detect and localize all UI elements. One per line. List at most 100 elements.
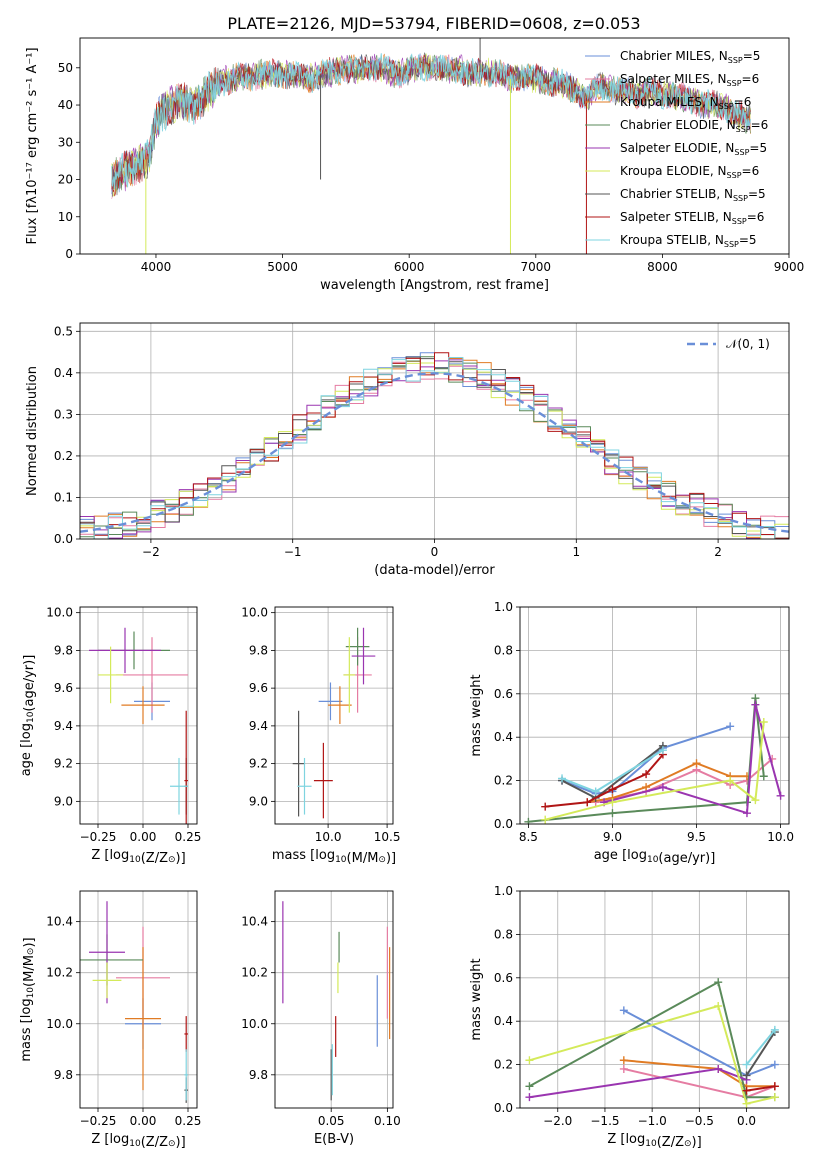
legend-entry: Chabrier STELIB, NSSP=5 [620,187,766,203]
age-vs-mass-ytick-label: 9.8 [249,643,268,657]
residuals-xlabel: (data-model)/error [374,563,495,578]
massweight-vs-age-xtick-label: 8.5 [519,830,538,844]
spectrum-panel: 4000 5000 6000 7000 8000 9000 0 10 20 30 40 50 wavel… [25,37,804,293]
spectrum-ytick-label: 40 [58,98,73,112]
massweight-vs-Z-xtick-label: −1.0 [638,1114,667,1128]
massweight-vs-Z-xlabel: Z [log10(Z/Z⊙)] [607,1132,701,1150]
weight-marker [770,1025,779,1034]
mass-vs-Z-frame [79,890,198,1109]
age-vs-mass-plot-area [292,627,376,819]
legend-entry: 𝒩(0, 1) [726,337,770,351]
massweight-vs-age-ytick-label: 0.8 [494,643,513,657]
residuals-ytick-label: 0.1 [54,490,73,504]
mass-vs-Z-ytick-label: 10.4 [46,915,73,929]
massweight-vs-Z-ytick-label: 0.0 [494,1101,513,1115]
gaussian-reference [80,372,789,533]
age-vs-Z-ytick-label: 9.6 [54,681,73,695]
residuals-ylabel: Normed distribution [25,366,40,496]
spectrum-plot-area [111,38,751,254]
age-vs-mass-xtick-label: 10.0 [315,830,342,844]
age-vs-Z-ytick-label: 9.8 [54,643,73,657]
massweight-vs-Z-frame [519,890,790,1109]
age-vs-mass-ytick-label: 9.6 [249,681,268,695]
spectrum-xlabel: wavelength [Angstrom, rest frame] [320,278,549,293]
mass-vs-Z-xtick-label: 0.00 [130,1114,157,1128]
massweight-vs-Z-ytick-label: 0.2 [494,1058,513,1072]
age-vs-mass-xlabel: mass [log10(M/M⊙)] [272,848,396,866]
residuals-xtick-label: 1 [572,545,580,559]
massweight-vs-Z-panel: −2.0 −1.5 −1.0 −0.5 0.0 0.0 0.2 0.4 0.6 0.8 1.0 Z [… [469,884,790,1150]
weight-marker [541,802,550,811]
spectrum-xtick-label: 8000 [647,260,678,274]
weight-marker [742,1086,751,1095]
age-vs-Z-panel: −0.25 0.00 0.25 9.0 9.2 9.4 9.6 9.8 10.0 Z [log10… [19,606,201,866]
weight-marker [619,1006,628,1015]
legend-entry: Kroupa ELODIE, NSSP=6 [620,164,759,180]
weight-marker [619,1064,628,1073]
spectrum-ytick-label: 30 [58,135,73,149]
massweight-vs-Z-ytick-label: 0.8 [494,927,513,941]
age-vs-Z-xlabel: Z [log10(Z/Z⊙)] [91,848,185,866]
mass-vs-ebv-panel: 0.05 0.10 9.8 10.0 10.2 10.4 E(B-V) [241,890,401,1147]
weight-marker [608,785,617,794]
mass-vs-Z-ytick-label: 10.0 [46,1017,73,1031]
mass-vs-ebv-ytick-label: 10.2 [241,966,268,980]
massweight-vs-age-ytick-label: 1.0 [494,600,513,614]
residuals-xtick-label: −2 [142,545,160,559]
weight-marker [770,1060,779,1069]
massweight-vs-age-plot-area [524,694,785,824]
weight-line [746,1085,775,1092]
mass-vs-Z-panel: −0.25 0.00 0.25 9.8 10.0 10.2 10.4 Z [log10(Z/Z… [19,890,202,1150]
massweight-vs-Z-ytick-label: 0.6 [494,971,513,985]
weight-marker [642,770,651,779]
weight-line [623,1059,775,1088]
weight-line [544,721,765,821]
age-vs-mass-ytick-label: 10.0 [241,606,268,620]
weight-marker [759,772,768,781]
weight-marker [714,1002,723,1011]
weight-marker [742,1060,751,1069]
weight-marker [541,815,550,824]
mass-vs-ebv-ytick-label: 10.4 [241,915,268,929]
mass-vs-Z-xtick-label: 0.25 [175,1114,202,1128]
weight-marker [658,746,667,755]
massweight-vs-age-xtick-label: 9.0 [603,830,622,844]
weight-line [745,1031,776,1077]
spectrum-ytick-label: 10 [58,210,73,224]
age-vs-mass-panel: 10.0 10.5 9.0 9.2 9.4 9.6 9.8 10.0 mass [log10(M… [241,606,400,866]
age-vs-mass-frame [274,606,394,825]
massweight-vs-age-frame [519,606,790,825]
residuals-ytick-label: 0.2 [54,449,73,463]
legend-entry: Salpeter STELIB, NSSP=6 [620,210,764,226]
weight-marker [751,700,760,709]
spectrum-ytick-label: 20 [58,173,73,187]
legend-entry: Kroupa MILES, NSSP=6 [620,95,751,111]
weight-marker [751,796,760,805]
weight-marker [658,783,667,792]
weight-marker [742,1099,751,1108]
weight-marker [591,787,600,796]
spectrum-xtick-label: 4000 [141,260,172,274]
weight-line [603,704,782,815]
weight-marker [726,722,735,731]
mass-vs-ebv-frame [274,890,394,1109]
legend-entry: Salpeter MILES, NSSP=6 [620,72,759,88]
weight-marker [742,809,751,818]
age-vs-mass-ytick-label: 9.0 [249,794,268,808]
weight-marker [714,978,723,987]
age-vs-Z-frame [79,606,198,825]
mass-vs-Z-ylabel: mass [log10(M/M⊙)] [19,937,37,1061]
massweight-vs-age-ytick-label: 0.2 [494,774,513,788]
spectrum-ytick-label: 50 [58,61,73,75]
massweight-vs-Z-xtick-label: 0.0 [737,1114,756,1128]
spectrum-xtick-label: 7000 [521,260,552,274]
spectrum-xtick-label: 5000 [267,260,298,274]
spectrum-xtick-label: 6000 [394,260,425,274]
massweight-vs-Z-xtick-label: −0.5 [685,1114,714,1128]
massweight-vs-age-xtick-label: 10.0 [767,830,794,844]
weight-marker [714,1064,723,1073]
residuals-ytick-label: 0.3 [54,407,73,421]
mass-vs-Z-ytick-label: 9.8 [54,1068,73,1082]
massweight-vs-age-ylabel: mass weight [469,674,484,756]
residuals-ytick-label: 0.4 [54,366,73,380]
